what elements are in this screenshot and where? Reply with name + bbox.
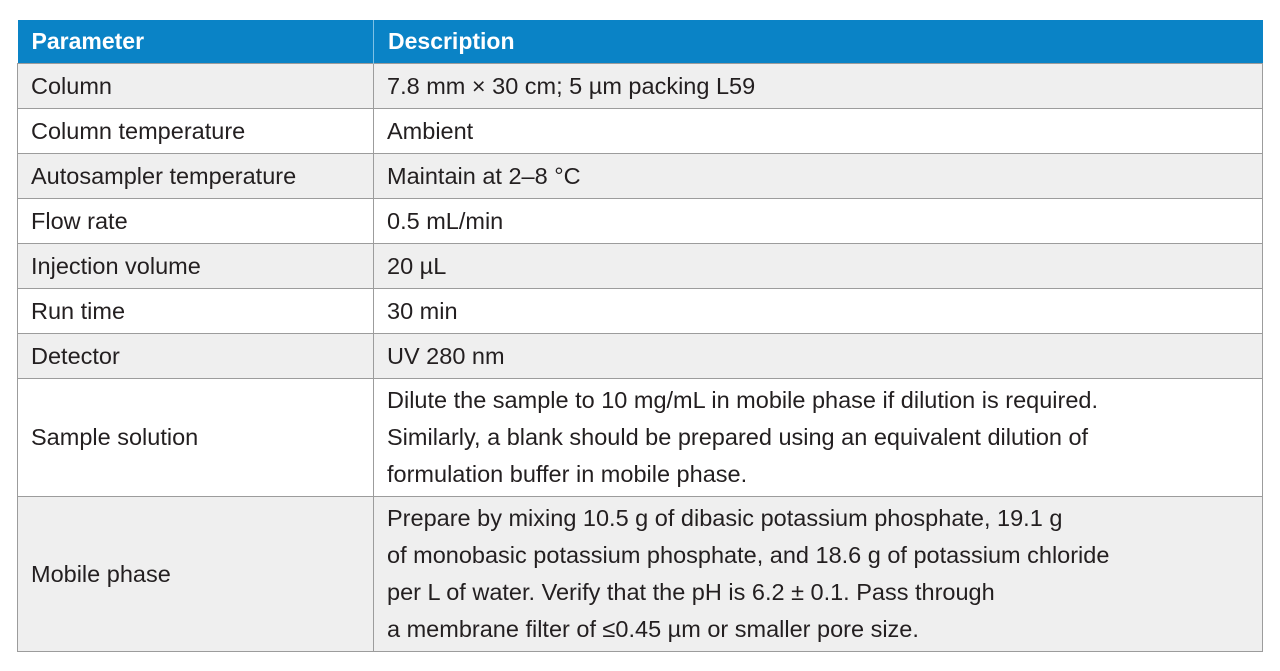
parameter-cell: Autosampler temperature <box>17 153 374 199</box>
table-row: Run time 30 min <box>17 288 1263 334</box>
description-line: formulation buffer in mobile phase. <box>387 461 748 487</box>
table-row: Detector UV 280 nm <box>17 333 1263 379</box>
parameter-cell: Column temperature <box>17 108 374 154</box>
header-parameter: Parameter <box>17 20 374 64</box>
description-cell: Maintain at 2–8 °C <box>373 153 1263 199</box>
description-line: UV 280 nm <box>387 342 505 369</box>
description-cell: Prepare by mixing 10.5 g of dibasic pota… <box>373 496 1263 652</box>
description-line: Similarly, a blank should be prepared us… <box>387 424 1089 450</box>
description-line: Prepare by mixing 10.5 g of dibasic pota… <box>387 505 1063 531</box>
parameter-cell: Detector <box>17 333 374 379</box>
parameter-table: Parameter Description Column 7.8 mm × 30 … <box>17 20 1263 652</box>
parameter-cell: Sample solution <box>17 378 374 497</box>
table-body: Column 7.8 mm × 30 cm; 5 µm packing L59 Co… <box>17 63 1263 652</box>
table-row: Sample solution Dilute the sample to 10 m… <box>17 378 1263 497</box>
description-cell: 20 µL <box>373 243 1263 289</box>
table-row: Column temperature Ambient <box>17 108 1263 154</box>
description-cell: 0.5 mL/min <box>373 198 1263 244</box>
description-line: Dilute the sample to 10 mg/mL in mobile … <box>387 387 1099 413</box>
header-description: Description <box>373 20 1263 64</box>
description-cell: UV 280 nm <box>373 333 1263 379</box>
description-line: 0.5 mL/min <box>387 207 504 234</box>
table-row: Column 7.8 mm × 30 cm; 5 µm packing L59 <box>17 63 1263 109</box>
description-line: per L of water. Verify that the pH is 6.… <box>387 579 995 605</box>
table-header: Parameter Description <box>17 20 1263 64</box>
description-line: Ambient <box>387 117 474 144</box>
description-cell: 7.8 mm × 30 cm; 5 µm packing L59 <box>373 63 1263 109</box>
parameter-table-container: Parameter Description Column 7.8 mm × 30 … <box>17 20 1263 652</box>
description-line: 30 min <box>387 297 458 324</box>
parameter-cell: Mobile phase <box>17 496 374 652</box>
table-row: Flow rate 0.5 mL/min <box>17 198 1263 244</box>
parameter-cell: Flow rate <box>17 198 374 244</box>
description-line: Maintain at 2–8 °C <box>387 162 581 189</box>
description-cell: Dilute the sample to 10 mg/mL in mobile … <box>373 378 1263 497</box>
description-cell: 30 min <box>373 288 1263 334</box>
description-line: 7.8 mm × 30 cm; 5 µm packing L59 <box>387 72 756 99</box>
description-line: of monobasic potassium phosphate, and 18… <box>387 542 1110 568</box>
header-row: Parameter Description <box>17 20 1263 64</box>
table-row: Autosampler temperature Maintain at 2–8 °… <box>17 153 1263 199</box>
description-line: a membrane filter of ≤0.45 µm or smaller… <box>387 616 919 642</box>
parameter-cell: Injection volume <box>17 243 374 289</box>
parameter-cell: Run time <box>17 288 374 334</box>
description-line: 20 µL <box>387 252 447 279</box>
description-cell: Ambient <box>373 108 1263 154</box>
parameter-cell: Column <box>17 63 374 109</box>
table-row: Injection volume 20 µL <box>17 243 1263 289</box>
table-row: Mobile phase Prepare by mixing 10.5 g of … <box>17 496 1263 652</box>
